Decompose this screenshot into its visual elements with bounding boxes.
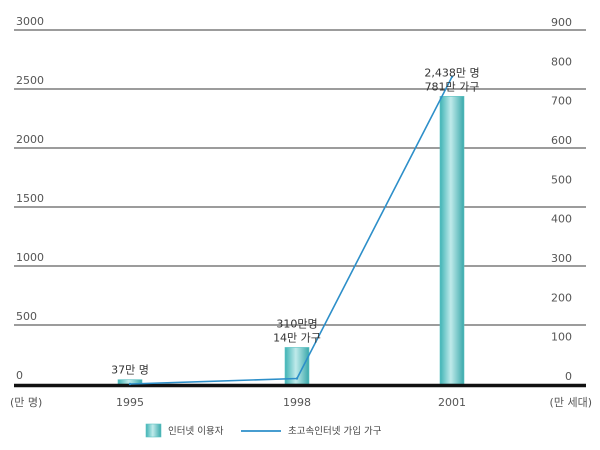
left-tick-label: 500 xyxy=(16,310,37,323)
right-tick-label: 600 xyxy=(551,134,572,147)
line-point-1995 xyxy=(128,382,132,386)
right-tick-label: 0 xyxy=(565,370,572,383)
line-point-1998 xyxy=(295,377,299,380)
left-axis-unit: (만 명) xyxy=(10,396,42,409)
right-tick-label: 700 xyxy=(551,95,572,108)
line-point-2001 xyxy=(450,75,454,79)
legend-label-line: 초고속인터넷 가입 가구 xyxy=(288,425,382,437)
bars xyxy=(117,96,465,385)
line-series xyxy=(128,75,454,386)
data-label: 37만 명 xyxy=(111,364,149,377)
right-axis-unit: (만 세대) xyxy=(550,396,592,409)
data-label: 781만 가구 xyxy=(425,80,480,93)
right-tick-label: 100 xyxy=(551,331,572,344)
right-tick-label: 300 xyxy=(551,252,572,265)
right-tick-label: 400 xyxy=(551,213,572,226)
x-category-label: 1998 xyxy=(283,396,311,409)
left-tick-label: 1000 xyxy=(16,251,44,264)
x-category-label: 1995 xyxy=(116,396,144,409)
data-label: 14만 가구 xyxy=(273,331,321,344)
left-tick-label: 2500 xyxy=(16,74,44,87)
data-label: 2,438만 명 xyxy=(424,66,479,79)
left-tick-label: 0 xyxy=(16,369,23,382)
gridlines xyxy=(14,29,586,326)
right-tick-label: 500 xyxy=(551,173,572,186)
right-tick-label: 900 xyxy=(551,16,572,29)
right-tick-label: 200 xyxy=(551,291,572,304)
right-axis-ticks: 0 100 200 300 400 500 600 700 800 900 xyxy=(551,16,572,383)
x-axis-categories: 1995 1998 2001 xyxy=(116,396,466,409)
right-tick-label: 800 xyxy=(551,55,572,68)
x-category-label: 2001 xyxy=(438,396,466,409)
data-label: 310만명 xyxy=(276,317,317,330)
left-tick-label: 3000 xyxy=(16,15,44,28)
legend-swatch-bar xyxy=(145,423,162,438)
left-tick-label: 1500 xyxy=(16,192,44,205)
legend-label-bar: 인터넷 이용자 xyxy=(168,426,224,437)
legend: 인터넷 이용자 초고속인터넷 가입 가구 xyxy=(145,423,382,438)
bar-2001 xyxy=(439,96,465,385)
left-tick-label: 2000 xyxy=(16,133,44,146)
left-axis-ticks: 0 500 1000 1500 2000 2500 3000 xyxy=(16,15,44,382)
